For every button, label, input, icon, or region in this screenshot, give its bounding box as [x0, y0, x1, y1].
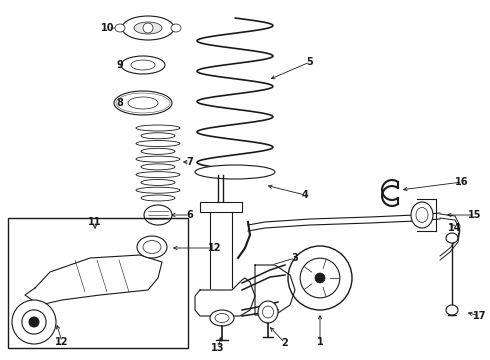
Ellipse shape	[446, 305, 458, 315]
Text: 13: 13	[211, 343, 225, 353]
Text: 7: 7	[187, 157, 194, 167]
Circle shape	[22, 310, 46, 334]
Text: 8: 8	[117, 98, 123, 108]
Bar	[200, 202, 242, 212]
Ellipse shape	[136, 156, 180, 162]
Text: 6: 6	[187, 210, 194, 220]
Ellipse shape	[122, 16, 174, 40]
Text: 17: 17	[473, 311, 487, 321]
Circle shape	[300, 258, 340, 298]
Ellipse shape	[195, 165, 275, 179]
Polygon shape	[255, 265, 295, 315]
Text: 1: 1	[317, 337, 323, 347]
Bar	[8, 218, 188, 348]
Ellipse shape	[137, 236, 167, 258]
Text: 3: 3	[292, 253, 298, 263]
Text: 9: 9	[117, 60, 123, 70]
Text: 15: 15	[468, 210, 482, 220]
Ellipse shape	[121, 56, 165, 74]
Ellipse shape	[141, 195, 175, 201]
Polygon shape	[195, 278, 255, 316]
Text: 16: 16	[455, 177, 469, 187]
Ellipse shape	[141, 133, 175, 139]
Ellipse shape	[136, 172, 180, 178]
Ellipse shape	[210, 310, 234, 326]
Circle shape	[28, 316, 40, 328]
Text: 14: 14	[448, 223, 462, 233]
Text: 2: 2	[282, 338, 289, 348]
Bar	[210, 210, 232, 290]
Text: 11: 11	[88, 217, 102, 227]
Circle shape	[315, 273, 325, 283]
Ellipse shape	[258, 301, 278, 323]
Circle shape	[12, 300, 56, 344]
Ellipse shape	[411, 202, 433, 228]
Ellipse shape	[136, 187, 180, 193]
Ellipse shape	[144, 205, 172, 225]
Polygon shape	[25, 255, 162, 305]
Text: 4: 4	[302, 190, 308, 200]
Ellipse shape	[114, 91, 172, 115]
Ellipse shape	[141, 148, 175, 154]
Circle shape	[143, 23, 153, 33]
Ellipse shape	[171, 24, 181, 32]
Text: 10: 10	[101, 23, 115, 33]
Text: 12: 12	[208, 243, 222, 253]
Text: 12: 12	[55, 337, 69, 347]
Text: 5: 5	[307, 57, 314, 67]
Ellipse shape	[136, 140, 180, 147]
Ellipse shape	[136, 125, 180, 131]
Ellipse shape	[141, 179, 175, 185]
Ellipse shape	[134, 22, 162, 34]
Ellipse shape	[115, 24, 125, 32]
Ellipse shape	[141, 164, 175, 170]
Ellipse shape	[446, 233, 458, 243]
Circle shape	[288, 246, 352, 310]
